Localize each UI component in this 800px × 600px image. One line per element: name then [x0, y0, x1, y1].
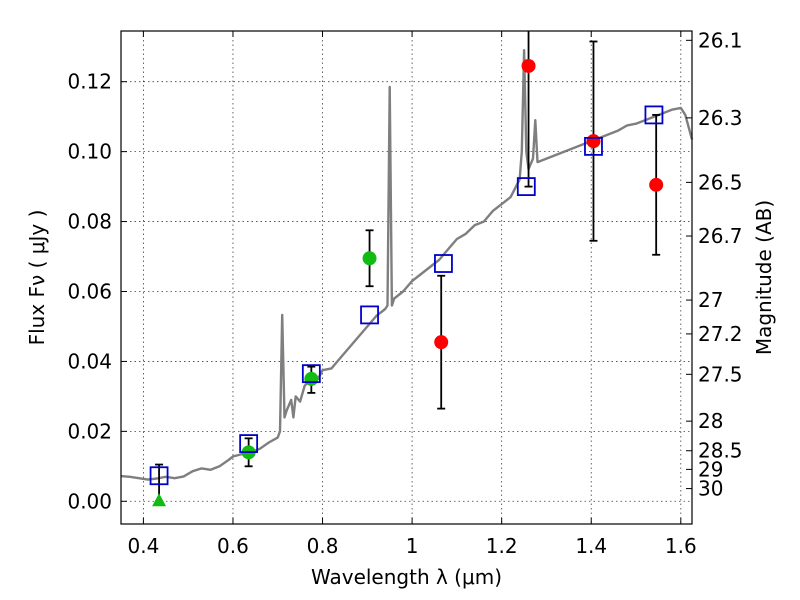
alt-detection-point: [586, 134, 601, 149]
mag-tick-label: 26.3: [698, 106, 743, 130]
x-tick-label: 1.2: [486, 534, 518, 558]
detection-point: [304, 371, 319, 386]
alt-detection-point: [521, 58, 536, 73]
alt-detection-point: [649, 177, 664, 192]
y-tick-label: 0.00: [67, 489, 112, 513]
marker-layer: [149, 58, 664, 507]
mag-tick-label: 28: [698, 409, 723, 433]
model-point: [584, 136, 603, 156]
mag-tick-label: 29: [698, 457, 723, 481]
sed-curve-layer: [120, 49, 694, 481]
mag-tick-label: 27.2: [698, 322, 743, 346]
mag-tick-label: 26.5: [698, 170, 743, 194]
model-point: [360, 305, 379, 325]
detection-point: [362, 251, 377, 266]
y-tick-label: 0.08: [67, 210, 112, 234]
model-point: [239, 434, 259, 453]
model-point: [644, 105, 664, 125]
x-tick-label: 0.8: [307, 534, 339, 558]
model-point: [434, 254, 453, 273]
y-tick-label: 0.10: [67, 140, 112, 164]
x-tick-label: 1.6: [665, 534, 697, 558]
x-tick-label: 0.4: [127, 534, 159, 558]
grid: [121, 31, 692, 524]
mag-tick-label: 27.5: [698, 362, 743, 386]
model-point: [301, 364, 321, 384]
model-point: [149, 466, 169, 486]
y-axis-title: Flux Fν ( μJy ): [25, 210, 49, 346]
x-axis-title: Wavelength λ (μm): [311, 565, 502, 589]
plot-frame: [120, 30, 693, 525]
x-tick-label: 0.6: [217, 534, 249, 558]
model-point: [516, 177, 536, 196]
mag-tick-label: 27: [698, 288, 723, 312]
y-tick-label: 0.06: [67, 279, 112, 303]
y-tick-label: 0.02: [67, 419, 112, 443]
mag-tick-label: 30: [698, 477, 723, 501]
right-axis-title: Magnitude (AB): [752, 200, 776, 355]
x-tick-label: 1: [406, 534, 419, 558]
y-tick-label: 0.04: [67, 349, 112, 373]
sed-series-line: [120, 49, 694, 481]
errorbar-layer: [155, 31, 661, 503]
tick-layer: 0.4 0.6 0.8 1 1.2 1.4 1.6 0.00 0.02 0.04 0.06 0.08 0…: [67, 28, 742, 558]
y-tick-label: 0.12: [67, 70, 112, 94]
x-tick-label: 1.4: [575, 534, 607, 558]
mag-tick-label: 28.5: [698, 439, 743, 463]
alt-detection-point: [434, 335, 449, 350]
mag-tick-label: 26.1: [698, 28, 743, 52]
mag-tick-label: 26.7: [698, 224, 743, 248]
upper-limit-point: [152, 493, 167, 507]
